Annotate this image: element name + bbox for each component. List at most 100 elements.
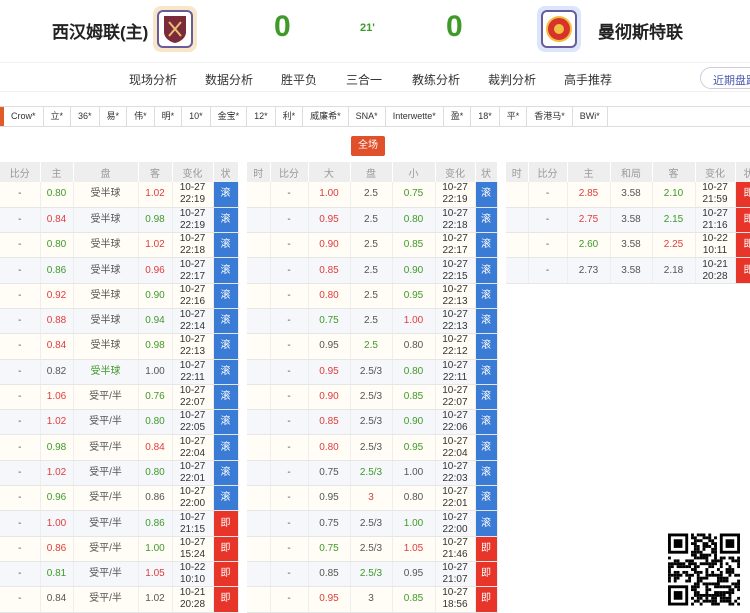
status-badge[interactable]: 即 — [735, 182, 750, 208]
nav-item-referee-analysis[interactable]: 裁判分析 — [488, 73, 537, 87]
status-badge[interactable]: 即 — [735, 257, 750, 284]
status-badge[interactable]: 滚 — [213, 485, 239, 512]
status-badge[interactable]: 即 — [213, 536, 239, 562]
bookmaker-tab[interactable]: Crow* — [4, 107, 44, 126]
table-row[interactable]: -0.90 2.5/3 0.85 10-27 22:07 滚 — [247, 384, 498, 411]
bookmaker-tab[interactable]: 18* — [471, 107, 500, 126]
status-badge[interactable]: 滚 — [213, 182, 239, 208]
home-team-logo[interactable] — [153, 6, 197, 52]
table-row[interactable]: -0.95 2.5/3 0.80 10-27 22:11 滚 — [247, 359, 498, 385]
status-badge[interactable]: 滚 — [213, 359, 239, 385]
status-badge[interactable]: 即 — [213, 510, 239, 537]
table-row[interactable]: -2.73 3.58 2.18 10-21 20:28 即 — [506, 257, 750, 284]
status-badge[interactable]: 滚 — [475, 308, 498, 335]
status-badge[interactable]: 滚 — [213, 232, 239, 259]
table-row[interactable]: -0.95 3 0.85 10-27 18:56 即 — [247, 586, 498, 613]
table-row[interactable]: -0.85 2.5/3 0.90 10-27 22:06 滚 — [247, 409, 498, 436]
table-row[interactable]: -0.92 受半球 0.90 10-27 22:16 滚 — [0, 283, 239, 309]
table-row[interactable]: -0.86 受平/半 1.00 10-27 15:24 即 — [0, 536, 239, 562]
bookmaker-tab[interactable]: 利* — [276, 107, 304, 126]
table-row[interactable]: -1.06 受平/半 0.76 10-27 22:07 滚 — [0, 384, 239, 411]
status-badge[interactable]: 滚 — [213, 333, 239, 360]
bookmaker-tab[interactable]: 明* — [155, 107, 183, 126]
away-team-name[interactable]: 曼彻斯特联 — [598, 23, 683, 42]
status-badge[interactable]: 滚 — [475, 207, 498, 234]
status-badge[interactable]: 滚 — [213, 409, 239, 436]
bookmaker-tab[interactable]: 平* — [500, 107, 528, 126]
status-badge[interactable]: 滚 — [475, 257, 498, 284]
status-badge[interactable]: 滚 — [213, 257, 239, 284]
table-row[interactable]: -0.95 2.5 0.80 10-27 22:18 滚 — [247, 207, 498, 234]
nav-item-expert-picks[interactable]: 高手推荐 — [564, 73, 613, 87]
status-badge[interactable]: 滚 — [475, 283, 498, 309]
status-badge[interactable]: 滚 — [475, 333, 498, 360]
bookmaker-tab[interactable]: 36* — [71, 107, 100, 126]
status-badge[interactable]: 即 — [213, 561, 239, 588]
full-match-button[interactable]: 全场 — [351, 136, 385, 156]
status-badge[interactable]: 滚 — [475, 485, 498, 512]
status-badge[interactable]: 滚 — [213, 308, 239, 335]
status-badge[interactable]: 即 — [213, 586, 239, 613]
bookmaker-tab[interactable]: 伟* — [127, 107, 155, 126]
table-row[interactable]: -0.75 2.5/3 1.00 10-27 22:03 滚 — [247, 460, 498, 487]
table-row[interactable]: -2.75 3.58 2.15 10-27 21:16 即 — [506, 207, 750, 234]
status-badge[interactable]: 即 — [475, 536, 498, 562]
status-badge[interactable]: 滚 — [213, 207, 239, 234]
table-row[interactable]: -0.80 受半球 1.02 10-27 22:18 滚 — [0, 232, 239, 259]
table-row[interactable]: -1.00 2.5 0.75 10-27 22:19 滚 — [247, 182, 498, 208]
bookmaker-tab[interactable]: 10* — [182, 107, 211, 126]
status-badge[interactable]: 即 — [735, 232, 750, 259]
table-row[interactable]: -0.82 受半球 1.00 10-27 22:11 滚 — [0, 359, 239, 385]
table-row[interactable]: -1.02 受平/半 0.80 10-27 22:01 滚 — [0, 460, 239, 487]
status-badge[interactable]: 滚 — [475, 460, 498, 487]
status-badge[interactable]: 滚 — [475, 409, 498, 436]
nav-item-win-draw-lose[interactable]: 胜平负 — [281, 73, 318, 87]
bookmaker-tab[interactable]: Interwette* — [386, 107, 444, 126]
table-row[interactable]: -0.81 受平/半 1.05 10-22 10:10 即 — [0, 561, 239, 588]
nav-item-coach-analysis[interactable]: 教练分析 — [412, 73, 461, 87]
table-row[interactable]: -0.86 受半球 0.96 10-27 22:17 滚 — [0, 257, 239, 284]
nav-item-data-analysis[interactable]: 数据分析 — [205, 73, 254, 87]
status-badge[interactable]: 滚 — [475, 182, 498, 208]
table-row[interactable]: -1.02 受平/半 0.80 10-27 22:05 滚 — [0, 409, 239, 436]
status-badge[interactable]: 滚 — [475, 232, 498, 259]
table-row[interactable]: -0.96 受平/半 0.86 10-27 22:00 滚 — [0, 485, 239, 512]
table-row[interactable]: -2.85 3.58 2.10 10-27 21:59 即 — [506, 182, 750, 208]
table-row[interactable]: -0.84 受半球 0.98 10-27 22:13 滚 — [0, 333, 239, 360]
recent-trends-button[interactable]: 近期盘路 — [700, 67, 750, 89]
table-row[interactable]: -1.00 受平/半 0.86 10-27 21:15 即 — [0, 510, 239, 537]
bookmaker-tab[interactable]: 金宝* — [211, 107, 248, 126]
table-row[interactable]: -0.80 2.5 0.95 10-27 22:13 滚 — [247, 283, 498, 309]
status-badge[interactable]: 即 — [475, 561, 498, 588]
table-row[interactable]: -2.60 3.58 2.25 10-22 10:11 即 — [506, 232, 750, 259]
nav-item-live-analysis[interactable]: 现场分析 — [129, 73, 178, 87]
bookmaker-tab[interactable]: 威廉希* — [303, 107, 349, 126]
table-row[interactable]: -0.80 2.5/3 0.95 10-27 22:04 滚 — [247, 434, 498, 461]
home-team-name[interactable]: 西汉姆联(主) — [52, 23, 149, 42]
nav-item-three-in-one[interactable]: 三合一 — [346, 73, 383, 87]
status-badge[interactable]: 滚 — [475, 384, 498, 411]
table-row[interactable]: -0.80 受半球 1.02 10-27 22:19 滚 — [0, 182, 239, 208]
table-row[interactable]: -0.98 受平/半 0.84 10-27 22:04 滚 — [0, 434, 239, 461]
status-badge[interactable]: 滚 — [475, 359, 498, 385]
bookmaker-tab[interactable]: SNA* — [349, 107, 386, 126]
status-badge[interactable]: 即 — [475, 586, 498, 613]
table-row[interactable]: -0.95 2.5 0.80 10-27 22:12 滚 — [247, 333, 498, 360]
status-badge[interactable]: 滚 — [213, 283, 239, 309]
status-badge[interactable]: 滚 — [213, 460, 239, 487]
table-row[interactable]: -0.95 3 0.80 10-27 22:01 滚 — [247, 485, 498, 512]
bookmaker-tab[interactable]: BWi* — [573, 107, 608, 126]
bookmaker-tab[interactable]: 易* — [100, 107, 128, 126]
away-team-logo[interactable] — [537, 6, 581, 52]
status-badge[interactable]: 即 — [735, 207, 750, 234]
table-row[interactable]: -0.75 2.5/3 1.00 10-27 22:00 滚 — [247, 510, 498, 537]
table-row[interactable]: -0.84 受半球 0.98 10-27 22:19 滚 — [0, 207, 239, 234]
table-row[interactable]: -0.84 受平/半 1.02 10-21 20:28 即 — [0, 586, 239, 613]
status-badge[interactable]: 滚 — [475, 510, 498, 537]
table-row[interactable]: -0.90 2.5 0.85 10-27 22:17 滚 — [247, 232, 498, 259]
table-row[interactable]: -0.88 受半球 0.94 10-27 22:14 滚 — [0, 308, 239, 335]
table-row[interactable]: -0.85 2.5/3 0.95 10-27 21:07 即 — [247, 561, 498, 588]
status-badge[interactable]: 滚 — [475, 434, 498, 461]
bookmaker-tab[interactable]: 香港马* — [527, 107, 573, 126]
table-row[interactable]: -0.75 2.5 1.00 10-27 22:13 滚 — [247, 308, 498, 335]
